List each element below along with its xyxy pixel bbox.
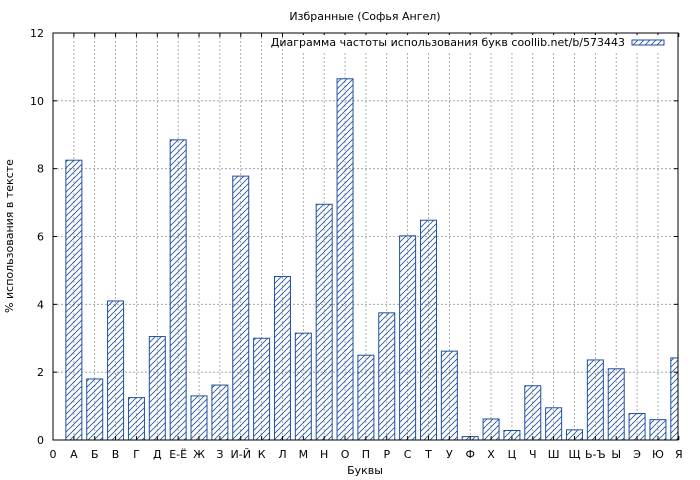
x-tick-label: М — [299, 448, 309, 461]
bar-Б — [86, 378, 104, 441]
x-tick-label: Д — [153, 448, 162, 461]
bar-Ж — [190, 395, 208, 441]
grid — [53, 33, 678, 440]
x-tick-label: Е-Ё — [169, 448, 187, 461]
y-tick-label: 8 — [37, 163, 44, 176]
x-tick-label: Г — [133, 448, 140, 461]
bar-А — [65, 159, 83, 441]
x-tick-label: Ь-Ъ — [585, 448, 606, 461]
bar-З — [211, 384, 229, 441]
x-tick-label: Ц — [508, 448, 517, 461]
x-tick-label: Щ — [568, 448, 580, 461]
x-tick-label: Л — [278, 448, 286, 461]
x-tick-label: К — [258, 448, 266, 461]
bar-Р — [378, 312, 396, 441]
y-tick-label: 4 — [37, 298, 44, 311]
x-tick-label: Н — [320, 448, 328, 461]
x-tick-label: Ф — [465, 448, 474, 461]
legend-swatch — [631, 39, 665, 46]
x-tick-label: А — [70, 448, 78, 461]
y-tick-label: 12 — [30, 27, 44, 40]
x-tick-label: Б — [91, 448, 99, 461]
bar-Ч — [524, 385, 542, 441]
bar-Е-Ё — [169, 139, 187, 441]
x-tick-label: Э — [633, 448, 641, 461]
x-tick-label: В — [112, 448, 120, 461]
x-tick-label: Т — [424, 448, 432, 461]
bar-Ы — [607, 368, 625, 441]
y-axis: 0 2 4 6 8 10 12 — [30, 27, 678, 447]
x-tick-label: П — [362, 448, 370, 461]
y-tick-label: 6 — [37, 231, 44, 244]
y-tick-label: 0 — [37, 434, 44, 447]
bar-И-Й — [232, 175, 250, 441]
x-tick-label: Ж — [193, 448, 205, 461]
bar-К — [253, 337, 271, 441]
x-tick-label: Я — [675, 448, 683, 461]
bar-М — [294, 332, 312, 441]
x-tick-label: Р — [383, 448, 390, 461]
legend-label: Диаграмма частоты использования букв coo… — [271, 36, 625, 49]
legend-background — [285, 35, 672, 51]
bar-Н — [315, 203, 333, 441]
y-axis-label: % использования в тексте — [3, 159, 16, 313]
bar-Ь-Ъ — [586, 359, 604, 441]
x-tick-label: 0 — [50, 448, 57, 461]
bar-Ш — [545, 407, 563, 441]
y-tick-label: 2 — [37, 366, 44, 379]
legend: Диаграмма частоты использования букв coo… — [271, 35, 672, 51]
y-tick-label: 10 — [30, 95, 44, 108]
bar-У — [440, 350, 458, 441]
x-tick-label: С — [404, 448, 412, 461]
x-tick-label: Ч — [529, 448, 537, 461]
bar-Д — [148, 336, 166, 441]
bar-В — [107, 300, 125, 441]
bar-П — [357, 354, 375, 441]
chart-title: Избранные (Софья Ангел) — [289, 10, 440, 23]
bar-Я — [670, 357, 679, 441]
bars — [65, 78, 679, 441]
x-tick-label: Ы — [611, 448, 621, 461]
x-tick-label: Х — [487, 448, 495, 461]
x-tick-label: З — [216, 448, 223, 461]
x-tick-label: Ш — [548, 448, 560, 461]
x-tick-label: У — [446, 448, 453, 461]
x-tick-label: О — [341, 448, 350, 461]
x-tick-label: И-Й — [231, 448, 251, 461]
bar-Г — [127, 397, 145, 441]
x-tick-label: Ю — [652, 448, 664, 461]
bar-Л — [273, 276, 291, 441]
x-axis: 0 А Б В Г Д Е-Ё Ж З И-Й К Л М Н О П Р С Т У Ф Х Ц Ч Ш Щ Ь-Ъ Ы Э Ю Я — [50, 33, 683, 461]
bar-О — [336, 78, 354, 441]
bar-Т — [419, 219, 437, 441]
x-axis-label: Буквы — [347, 464, 383, 477]
bar-С — [399, 235, 417, 441]
